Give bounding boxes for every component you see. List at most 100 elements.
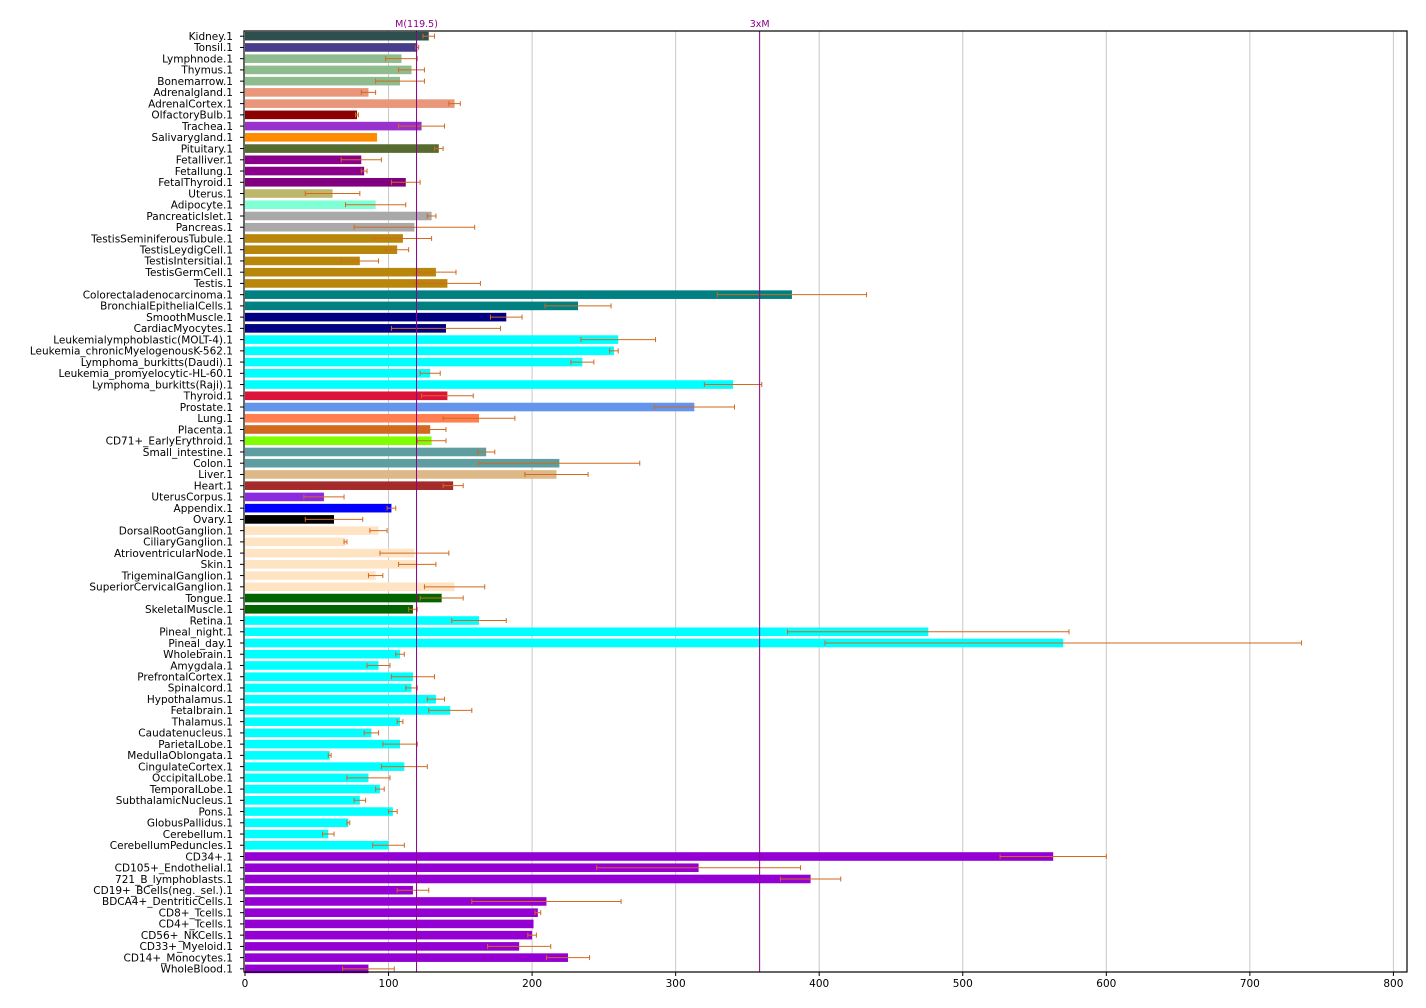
bar (245, 144, 439, 153)
reference-lines: M(119.5) 3xM (395, 19, 770, 972)
category-label: Thymus.1 (180, 65, 233, 77)
category-label: CD71+_EarlyErythroid.1 (106, 436, 233, 448)
bar (245, 649, 401, 659)
category-label: Fetallung.1 (175, 166, 233, 178)
category-label: Lymphoma_burkitts(Raji).1 (92, 379, 233, 391)
x-tick-label: 700 (1240, 978, 1260, 990)
category-label: Kidney.1 (189, 31, 233, 43)
bar (245, 807, 393, 816)
bar (245, 661, 379, 670)
category-label: Ovary.1 (193, 514, 233, 526)
bar (245, 177, 406, 187)
bar (245, 413, 479, 423)
bar (245, 279, 448, 288)
category-label: Appendix.1 (174, 503, 233, 515)
bar (245, 402, 695, 412)
bar (245, 627, 929, 637)
category-label: Trachea.1 (181, 121, 233, 133)
bar (245, 796, 360, 805)
category-label: Lung.1 (197, 413, 233, 425)
category-label: SmoothMuscle.1 (146, 312, 233, 324)
bar (245, 54, 402, 63)
category-label: TestisLeydigCell.1 (139, 245, 233, 257)
bar (245, 425, 431, 434)
category-label: Amygdala.1 (170, 660, 233, 672)
category-label: Colorectaladenocarcinoma.1 (83, 289, 233, 301)
category-label: PancreaticIslet.1 (146, 211, 233, 223)
bar (245, 638, 1064, 648)
category-label: Pineal_night.1 (159, 627, 233, 639)
bar (245, 335, 619, 344)
category-label: Pituitary.1 (181, 143, 233, 155)
category-label: Adrenalgland.1 (153, 87, 233, 99)
category-label: Hypothalamus.1 (147, 694, 233, 706)
bar (245, 245, 398, 255)
category-label: PrefrontalCortex.1 (137, 672, 233, 684)
bar (245, 200, 376, 210)
category-label: Thalamus.1 (171, 716, 233, 728)
bar (245, 256, 360, 266)
bar (245, 267, 436, 277)
bar (245, 582, 455, 592)
category-label: CingulateCortex.1 (138, 761, 233, 773)
error-bars (303, 33, 1303, 972)
bar (245, 481, 454, 490)
category-label: TemporalLobe.1 (149, 784, 233, 796)
category-label: CiliaryGanglion.1 (143, 537, 233, 549)
bar (245, 301, 579, 311)
plot-frame (243, 30, 1408, 973)
category-label: GlobusPallidus.1 (147, 818, 233, 830)
category-label: CD8+_Tcells.1 (159, 907, 233, 919)
bar (245, 110, 357, 120)
category-label: Fetalbrain.1 (171, 705, 233, 717)
bar (245, 43, 418, 52)
category-label: TestisGermCell.1 (144, 267, 233, 279)
category-label: Leukemialymphoblastic(MOLT-4).1 (53, 334, 233, 346)
bar (245, 874, 811, 884)
bar (245, 762, 405, 771)
bar (245, 312, 507, 322)
bar (245, 447, 487, 457)
bar (245, 537, 346, 547)
bar (245, 571, 376, 580)
bar (245, 76, 401, 86)
category-label: Fetalliver.1 (176, 155, 233, 167)
bar (245, 99, 455, 108)
category-label: Caudatenucleus.1 (138, 728, 233, 740)
bar (245, 357, 583, 367)
category-label: Pancreas.1 (176, 222, 233, 234)
bar (245, 526, 379, 535)
x-tick-label: 200 (522, 978, 542, 990)
category-label: CD19+_BCells(neg._sel.).1 (93, 885, 233, 897)
category-label: Thyroid.1 (183, 391, 233, 403)
bar (245, 863, 699, 873)
bar (245, 155, 362, 165)
bar (245, 133, 378, 142)
bar (245, 930, 533, 940)
category-label: ParietalLobe.1 (158, 739, 233, 751)
x-tick-label: 500 (953, 978, 973, 990)
category-label: Adipocyte.1 (171, 200, 233, 212)
bar (245, 515, 335, 524)
x-tick-label: 400 (809, 978, 829, 990)
bar (245, 88, 369, 97)
category-label: MedullaOblongata.1 (127, 750, 233, 762)
bar (245, 942, 520, 951)
category-label: Prostate.1 (180, 402, 233, 414)
x-tick-label: 800 (1383, 978, 1403, 990)
bar (245, 683, 412, 693)
bar (245, 694, 436, 704)
category-label: Uterus.1 (188, 188, 233, 200)
bar (245, 222, 415, 232)
bar (245, 784, 380, 794)
bar (245, 380, 734, 389)
category-label: CardiacMyocytes.1 (134, 323, 233, 335)
x-tick-label: 300 (666, 978, 686, 990)
category-label: Tonsil.1 (193, 42, 233, 54)
bar (245, 560, 418, 569)
category-label: CD33+_Myeloid.1 (139, 941, 233, 953)
bar (245, 436, 432, 446)
bar (245, 503, 392, 513)
bar (245, 324, 446, 333)
